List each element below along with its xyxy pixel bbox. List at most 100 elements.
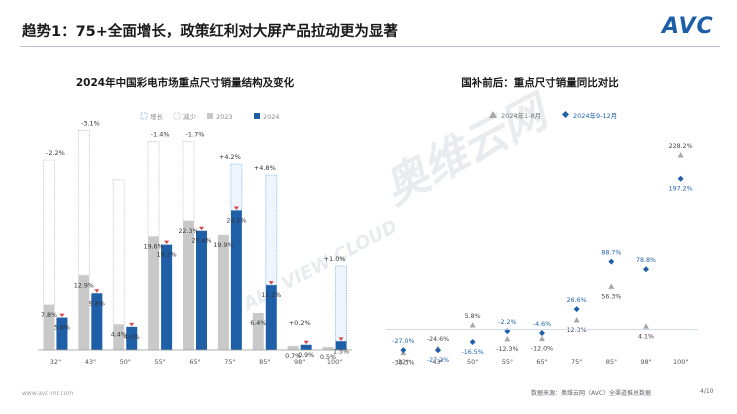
value-label-2024: 24.1%	[226, 217, 246, 224]
bar-2023	[78, 275, 90, 350]
change-label: +4.8%	[254, 164, 276, 172]
value-label-2024: 20.6%	[191, 238, 211, 245]
value-label-2023: 0.5%	[320, 354, 336, 361]
change-arrow	[164, 240, 170, 245]
legend-diamond-icon	[562, 111, 569, 118]
bar-2024	[56, 317, 68, 350]
label-sep-dec: 78.8%	[636, 257, 656, 264]
change-box-decrease	[43, 159, 55, 306]
x-tick-label: 43"	[432, 358, 443, 366]
title-divider	[20, 46, 720, 47]
change-box-decrease	[112, 179, 125, 325]
size-structure-bar-chart: 2024年中国彩电市场重点尺寸销量结构及变化 增长 减少 2023 2024 7.8%…	[38, 76, 352, 366]
change-box-increase	[230, 163, 243, 211]
x-tick-label: 75"	[571, 358, 582, 366]
x-tick-label: 75"	[224, 358, 235, 366]
point-jan-aug	[469, 321, 476, 328]
label-sep-dec: -16.5%	[462, 349, 484, 356]
bar-2024	[91, 293, 103, 350]
value-label-2024: 1.5%	[333, 348, 349, 355]
bar-2024	[161, 244, 173, 350]
value-label-2024: 18.2%	[157, 252, 177, 259]
value-label-2023: 7.8%	[41, 312, 57, 319]
x-tick-label: 50"	[467, 358, 478, 366]
value-label-2023: 19.6%	[144, 244, 164, 251]
bar-2024	[335, 341, 347, 350]
value-label-2024: 0.9%	[298, 352, 314, 359]
point-jan-aug	[573, 317, 580, 323]
bar-2024	[265, 285, 277, 350]
page-number: 4/10	[700, 388, 714, 395]
legend-triangle-icon	[489, 111, 497, 118]
label-jan-aug: 5.8%	[465, 313, 481, 320]
change-label: -2.2%	[46, 149, 65, 157]
bar-2023	[322, 347, 334, 350]
change-arrow	[129, 322, 135, 327]
x-tick-label: 100"	[327, 358, 342, 366]
label-jan-aug: -30.3%	[392, 360, 414, 367]
bar-2023	[183, 220, 194, 350]
x-tick-label: 55"	[154, 358, 165, 366]
label-jan-aug: -12.3%	[496, 346, 518, 353]
change-label: -1.7%	[186, 131, 205, 139]
slide-title: 趋势1：75+全面增长，政策红利对大屏产品拉动更为显著	[22, 24, 398, 40]
bar-2023	[252, 312, 264, 350]
change-label: +1.0%	[324, 255, 346, 263]
change-label: +0.2%	[289, 319, 311, 327]
bar-2024	[300, 344, 312, 350]
value-label-2024: 4.0%	[124, 334, 140, 341]
chart2-legend: 2024年1-8月 2024年9-12月	[489, 111, 617, 120]
value-label-2024: 9.8%	[89, 300, 105, 307]
value-label-2023: 22.3%	[178, 228, 198, 235]
point-sep-dec	[435, 347, 441, 354]
label-jan-aug: -12.0%	[531, 346, 553, 353]
x-tick-label: 55"	[502, 358, 513, 366]
legend-label-2: 2023	[216, 113, 233, 121]
change-arrow	[59, 313, 65, 318]
change-label: +4.2%	[219, 153, 241, 161]
footer-source: 数据来源：奥维云网（AVC）全渠道推总数据	[531, 390, 652, 397]
x-tick-label: 50"	[120, 358, 131, 366]
change-label: -1.4%	[151, 131, 170, 139]
legend-label-3: 2024	[263, 113, 280, 121]
change-arrow	[199, 226, 204, 231]
value-label-2024: 5.6%	[54, 325, 70, 332]
x-tick-label: 85"	[606, 358, 617, 366]
legend-label-0: 增长	[150, 112, 164, 121]
point-jan-aug	[504, 335, 511, 342]
change-box-decrease	[77, 130, 90, 276]
bar-2023	[148, 236, 160, 350]
x-tick-label: 43"	[85, 358, 96, 366]
point-sep-dec	[677, 175, 684, 182]
legend-swatch-3	[254, 113, 260, 119]
legend-label-1: 减少	[183, 112, 197, 121]
label-sep-dec: -27.0%	[392, 338, 414, 345]
footer-website: www.avc-mr.com	[22, 390, 74, 397]
x-tick-label: 98"	[640, 358, 651, 366]
yoy-scatter-chart: 国补前后：重点尺寸销量同比对比 2024年1-8月 2024年9-12月 -30.…	[386, 76, 698, 367]
legend-swatch-2	[207, 113, 213, 119]
chart1-title: 2024年中国彩电市场重点尺寸销量结构及变化	[76, 76, 295, 89]
bar-2023	[287, 345, 299, 350]
value-label-2023: 4.4%	[111, 332, 127, 339]
change-arrow	[268, 281, 274, 285]
change-box-increase	[335, 265, 347, 342]
legend-label-0: 2024年1-8月	[501, 111, 541, 120]
label-jan-aug: 228.2%	[669, 143, 693, 150]
x-tick-label: 32"	[50, 358, 61, 366]
change-arrow	[233, 206, 239, 210]
value-label-2024: 11.2%	[261, 292, 281, 299]
x-tick-label: 100"	[673, 358, 688, 366]
bar-2023	[113, 324, 125, 350]
label-jan-aug: 4.1%	[638, 333, 654, 340]
point-jan-aug	[677, 152, 684, 158]
bar-2024	[196, 230, 207, 350]
change-box-increase	[265, 174, 278, 286]
point-sep-dec	[573, 306, 580, 313]
point-jan-aug	[539, 335, 545, 342]
point-sep-dec	[504, 328, 511, 335]
chart2-title: 国补前后：重点尺寸销量同比对比	[461, 76, 619, 89]
label-sep-dec: -2.2%	[498, 319, 516, 326]
legend-swatch-0	[140, 112, 148, 120]
point-sep-dec	[539, 329, 545, 336]
